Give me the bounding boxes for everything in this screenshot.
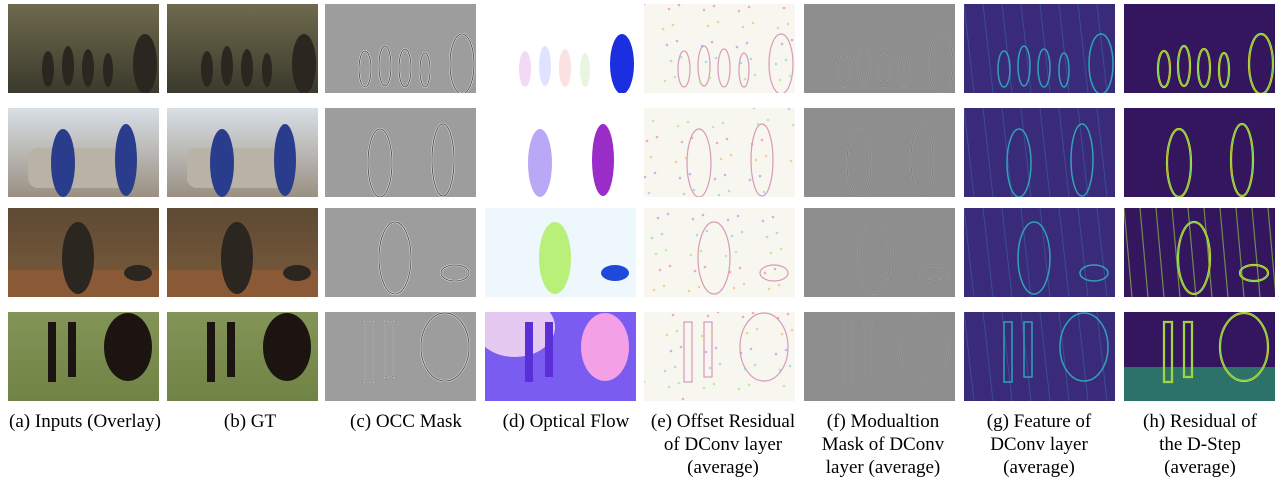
caption-line: the D-Step (1159, 434, 1241, 455)
figure-panel-gt-car-scene (167, 108, 318, 197)
figure-panel-inputs-horse-scene (8, 312, 159, 401)
figure-panel-modulation-store-scene (804, 208, 955, 297)
caption-gt: (b) GT (170, 410, 330, 433)
figure-panel-feature-horse-scene (964, 312, 1115, 401)
caption-line: (a) Inputs (Overlay) (9, 411, 161, 432)
caption-line: (e) Offset Residual (650, 411, 796, 432)
caption-line: of DConv layer (663, 434, 783, 455)
figure-panel-occ-horse-scene (325, 312, 476, 401)
figure-panel-offset-car-scene (644, 108, 795, 197)
figure-panel-inputs-street-scene (8, 4, 159, 93)
caption-flow: (d) Optical Flow (486, 410, 646, 433)
figure-panel-gt-store-scene (167, 208, 318, 297)
caption-residual: (h) Residual of the D-Step (average) (1120, 410, 1280, 479)
caption-line: layer (average) (825, 457, 941, 478)
figure-panel-feature-car-scene (964, 108, 1115, 197)
caption-feature: (g) Feature of DConv layer (average) (959, 410, 1119, 479)
caption-line: (average) (1003, 457, 1075, 478)
figure-panel-gt-horse-scene (167, 312, 318, 401)
figure-panel-feature-street-scene (964, 4, 1115, 93)
caption-offset: (e) Offset Residual of DConv layer (averag… (643, 410, 803, 479)
figure-panel-flow-store-scene (485, 208, 636, 297)
caption-line: (f) Modualtion (826, 411, 940, 432)
figure-panel-residual-horse-scene (1124, 312, 1275, 401)
caption-inputs: (a) Inputs (Overlay) (5, 410, 165, 433)
figure-panel-modulation-car-scene (804, 108, 955, 197)
figure-panel-residual-store-scene (1124, 208, 1275, 297)
figure-panel-inputs-car-scene (8, 108, 159, 197)
caption-modulation: (f) Modualtion Mask of DConv layer (averag… (803, 410, 963, 479)
figure-panel-flow-horse-scene (485, 312, 636, 401)
caption-line: (average) (687, 457, 759, 478)
figure-panel-residual-car-scene (1124, 108, 1275, 197)
figure-panel-occ-store-scene (325, 208, 476, 297)
caption-line: (c) OCC Mask (350, 411, 462, 432)
figure-panel-inputs-store-scene (8, 208, 159, 297)
figure-panel-flow-car-scene (485, 108, 636, 197)
figure-panel-occ-car-scene (325, 108, 476, 197)
caption-line: DConv layer (990, 434, 1088, 455)
caption-line: (b) GT (223, 411, 277, 432)
figure-panel-occ-street-scene (325, 4, 476, 93)
caption-line: (g) Feature of (986, 411, 1092, 432)
caption-line: (average) (1164, 457, 1236, 478)
figure-panel-residual-street-scene (1124, 4, 1275, 93)
figure-panel-flow-street-scene (485, 4, 636, 93)
figure-panel-modulation-street-scene (804, 4, 955, 93)
caption-line: Mask of DConv (821, 434, 945, 455)
figure-panel-feature-store-scene (964, 208, 1115, 297)
caption-line: (h) Residual of (1143, 411, 1257, 432)
caption-line: (d) Optical Flow (502, 411, 630, 432)
figure-panel-gt-street-scene (167, 4, 318, 93)
figure-panel-offset-store-scene (644, 208, 795, 297)
caption-occ: (c) OCC Mask (326, 410, 486, 433)
figure-panel-offset-horse-scene (644, 312, 795, 401)
figure-panel-modulation-horse-scene (804, 312, 955, 401)
figure-panel-offset-street-scene (644, 4, 795, 93)
